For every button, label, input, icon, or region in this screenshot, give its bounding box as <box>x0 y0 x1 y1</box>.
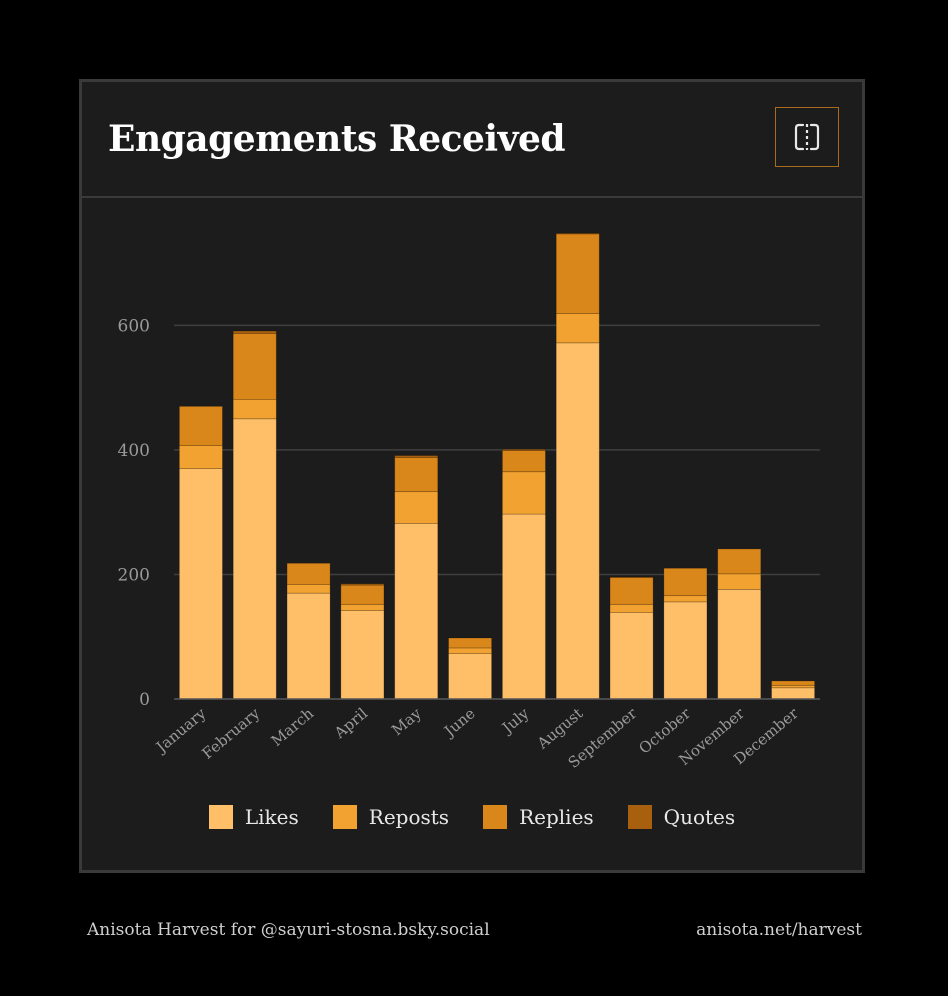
bar-likes-april[interactable] <box>340 610 385 700</box>
legend-label: Reposts <box>368 805 450 829</box>
bar-likes-october[interactable] <box>663 601 708 700</box>
bar-reposts-july[interactable] <box>501 471 546 515</box>
bar-likes-may[interactable] <box>394 523 439 700</box>
legend-label: Quotes <box>663 805 736 829</box>
bar-replies-march[interactable] <box>286 562 331 585</box>
bar-likes-june[interactable] <box>448 653 493 700</box>
split-view-icon <box>794 123 820 151</box>
bar-replies-june[interactable] <box>448 637 493 649</box>
bar-reposts-april[interactable] <box>340 603 385 611</box>
bar-likes-december[interactable] <box>771 687 816 700</box>
card-header: Engagements Received <box>82 82 862 198</box>
bar-quotes-august[interactable] <box>555 232 600 235</box>
bar-replies-january[interactable] <box>178 405 223 446</box>
bar-likes-february[interactable] <box>232 418 277 700</box>
bar-reposts-february[interactable] <box>232 399 277 420</box>
bar-likes-november[interactable] <box>717 589 762 700</box>
legend-item-quotes[interactable]: Quotes <box>627 805 736 829</box>
y-tick-label: 200 <box>118 565 150 585</box>
bar-replies-july[interactable] <box>501 450 546 473</box>
x-tick-label: February <box>199 704 264 763</box>
bar-likes-september[interactable] <box>609 612 654 700</box>
legend-item-likes[interactable]: Likes <box>208 805 299 829</box>
chart-legend: Likes Reposts Replies Quotes <box>82 805 862 829</box>
legend-swatch <box>332 805 357 829</box>
bar-reposts-may[interactable] <box>394 491 439 524</box>
x-tick-label: March <box>268 704 318 750</box>
chart-card: Engagements Received 0 200 400 600 January Fe… <box>79 79 865 873</box>
bar-replies-october[interactable] <box>663 567 708 597</box>
y-tick-label: 0 <box>139 690 150 710</box>
legend-swatch <box>483 805 508 829</box>
bar-reposts-november[interactable] <box>717 573 762 590</box>
bar-replies-november[interactable] <box>717 548 762 575</box>
legend-label: Replies <box>519 805 594 829</box>
x-tick-label: June <box>439 704 478 741</box>
bar-likes-january[interactable] <box>178 468 223 700</box>
bar-likes-august[interactable] <box>555 342 600 700</box>
bar-reposts-january[interactable] <box>178 445 223 470</box>
bar-replies-december[interactable] <box>771 680 816 686</box>
chart-title: Engagements Received <box>108 118 566 160</box>
x-tick-label: July <box>497 704 533 738</box>
legend-label: Likes <box>244 805 299 829</box>
legend-item-reposts[interactable]: Reposts <box>332 805 450 829</box>
legend-item-replies[interactable]: Replies <box>483 805 594 829</box>
bar-reposts-august[interactable] <box>555 313 600 344</box>
bar-replies-april[interactable] <box>340 584 385 605</box>
y-tick-label: 400 <box>118 441 150 461</box>
bar-quotes-september[interactable] <box>609 576 654 578</box>
bar-replies-may[interactable] <box>394 457 439 493</box>
bar-reposts-march[interactable] <box>286 584 331 594</box>
bar-quotes-may[interactable] <box>394 455 439 458</box>
bar-quotes-february[interactable] <box>232 330 277 334</box>
y-tick-label: 600 <box>118 316 150 336</box>
bar-reposts-june[interactable] <box>448 647 493 654</box>
bar-quotes-april[interactable] <box>340 583 385 586</box>
bar-replies-august[interactable] <box>555 233 600 314</box>
legend-swatch <box>208 805 233 829</box>
bar-likes-july[interactable] <box>501 513 546 700</box>
footer-link[interactable]: anisota.net/harvest <box>696 920 862 940</box>
bar-replies-september[interactable] <box>609 577 654 605</box>
bar-likes-march[interactable] <box>286 592 331 700</box>
bar-reposts-october[interactable] <box>663 595 708 603</box>
split-view-toggle-button[interactable] <box>775 107 839 167</box>
bar-quotes-july[interactable] <box>501 448 546 451</box>
footer-attribution: Anisota Harvest for @sayuri-stosna.bsky.… <box>87 920 490 940</box>
x-tick-label: April <box>330 704 371 742</box>
bar-replies-february[interactable] <box>232 333 277 400</box>
x-tick-label: May <box>388 704 425 739</box>
bar-reposts-september[interactable] <box>609 603 654 613</box>
legend-swatch <box>627 805 652 829</box>
